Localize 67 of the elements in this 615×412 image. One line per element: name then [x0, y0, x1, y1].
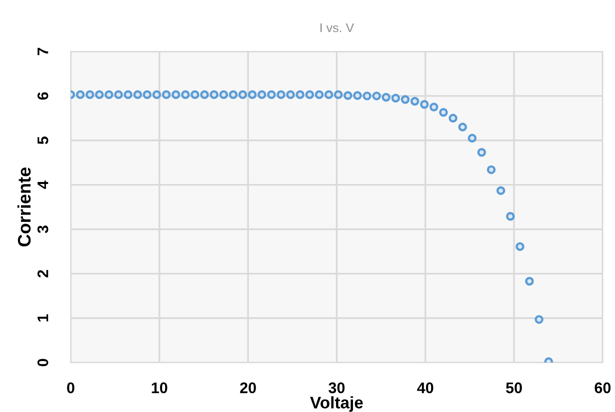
y-tick-label: 1 — [38, 314, 48, 322]
point — [525, 276, 534, 286]
x-tick-label: 20 — [240, 382, 256, 394]
point — [200, 90, 209, 99]
point — [496, 186, 506, 195]
point — [458, 122, 467, 132]
x-tick-label: 10 — [152, 382, 168, 394]
point — [324, 90, 334, 99]
point — [477, 148, 486, 157]
point — [172, 90, 180, 99]
y-tick-label: 3 — [37, 226, 48, 234]
point — [210, 90, 218, 99]
x-tick-label: 60 — [594, 382, 611, 394]
point — [124, 90, 132, 99]
point — [94, 90, 104, 99]
point — [430, 102, 438, 112]
point — [152, 90, 162, 99]
x-tick-label: 0 — [67, 382, 74, 394]
y-tick-label: 4 — [38, 180, 48, 189]
point — [468, 134, 477, 143]
y-tick-label: 6 — [37, 92, 48, 100]
point — [486, 165, 496, 174]
point — [344, 91, 352, 100]
chart-title: I vs. V — [320, 23, 354, 32]
point — [142, 90, 152, 99]
y-tick-label: 5 — [38, 136, 48, 144]
point — [506, 212, 515, 221]
point — [400, 95, 410, 104]
point — [314, 90, 324, 99]
point — [76, 90, 85, 99]
point — [296, 90, 304, 99]
point — [228, 90, 238, 99]
point — [534, 315, 544, 324]
point — [448, 114, 458, 123]
point — [362, 92, 372, 100]
y-tick-label: 0 — [37, 358, 48, 366]
y-tick-label: 2 — [37, 270, 48, 278]
x-tick-label: 30 — [328, 382, 345, 394]
point — [410, 96, 420, 106]
x-tick-label: 40 — [417, 382, 434, 394]
point — [439, 108, 448, 117]
point — [219, 90, 228, 99]
point — [104, 90, 114, 99]
point — [391, 94, 400, 103]
point — [334, 90, 343, 99]
point — [516, 242, 524, 251]
point — [267, 90, 276, 99]
point — [181, 90, 190, 99]
point — [276, 90, 286, 99]
x-axis-title: Voltaje — [310, 396, 363, 412]
point — [353, 91, 362, 100]
point — [248, 90, 257, 99]
point — [305, 90, 314, 99]
y-axis-title: Corriente — [17, 168, 31, 246]
point — [420, 100, 429, 109]
point — [133, 90, 142, 99]
point — [86, 90, 94, 99]
point — [190, 90, 200, 99]
point — [382, 92, 390, 102]
y-tick-label: 7 — [38, 48, 48, 56]
point — [258, 90, 266, 99]
x-tick-label: 50 — [506, 382, 522, 394]
point — [286, 90, 295, 99]
point — [372, 92, 381, 100]
point — [114, 90, 123, 99]
point — [162, 90, 171, 99]
point — [238, 90, 248, 99]
